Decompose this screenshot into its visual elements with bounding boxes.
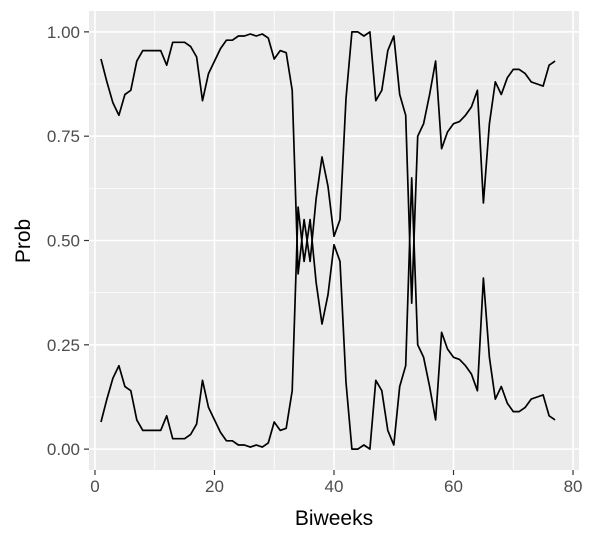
- x-axis: 0 20 40 60 80: [90, 470, 582, 496]
- y-tick-label: 0.00: [47, 440, 80, 459]
- x-tick-label: 80: [564, 477, 583, 496]
- series-line-2: [100, 177, 556, 450]
- x-tick-label: 0: [90, 477, 99, 496]
- x-tick-label: 60: [444, 477, 463, 496]
- y-axis-title: Prob: [12, 219, 35, 263]
- y-axis: 0.00 0.25 0.50 0.75 1.00: [47, 23, 89, 459]
- y-tick-label: 0.75: [47, 127, 80, 146]
- y-tick-label: 1.00: [47, 23, 80, 42]
- series-lines: [100, 31, 556, 450]
- y-tick-label: 0.50: [47, 232, 80, 251]
- x-tick-label: 20: [205, 477, 224, 496]
- x-axis-title: Biweeks: [295, 507, 373, 530]
- y-tick-label: 0.25: [47, 336, 80, 355]
- major-gridlines: [89, 11, 579, 470]
- x-tick-label: 40: [325, 477, 344, 496]
- series-line-1: [100, 31, 556, 304]
